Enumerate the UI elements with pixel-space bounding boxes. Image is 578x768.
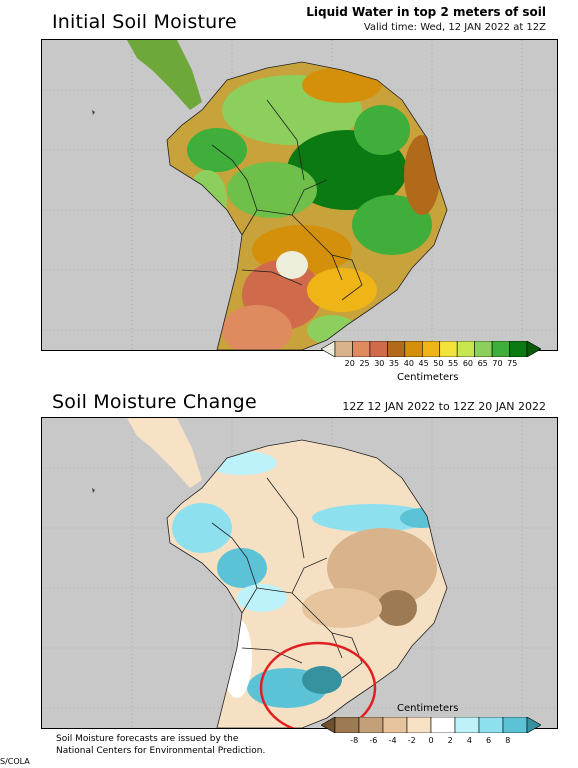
country-borders <box>166 439 448 728</box>
central-america-land <box>127 40 202 110</box>
bottom-colorbar-tick-label: -2 <box>407 736 416 745</box>
central-america-land <box>127 418 202 488</box>
bottom-colorbar-svg <box>320 716 542 734</box>
bottom-colorbar-segment <box>430 716 456 734</box>
bottom-colorbar-tick-label: -8 <box>350 736 359 745</box>
bottom-colorbar-segment <box>334 716 360 734</box>
bottom-colorbar-tick-label: -6 <box>369 736 378 745</box>
top-panel-valid-time: Valid time: Wed, 12 JAN 2022 at 12Z <box>363 22 546 33</box>
top-colorbar-ticks: 20 25 30 35 40 45 50 55 60 65 70 75 <box>321 359 541 371</box>
top-colorbar-segment <box>387 340 406 358</box>
top-colorbar-segment <box>421 340 441 358</box>
top-colorbar-segment <box>369 340 388 358</box>
top-colorbar-svg <box>320 340 542 358</box>
top-colorbar-tick-label: 45 <box>418 359 429 368</box>
bottom-colorbar-tick-label: 8 <box>505 736 511 745</box>
bottom-panel-title: Soil Moisture Change <box>52 391 257 413</box>
top-colorbar-tick-label: 70 <box>492 359 503 368</box>
initial-map-svg <box>42 40 557 350</box>
footer-line-2: National Centers for Environmental Predi… <box>56 746 266 756</box>
top-colorbar-tick-label: 25 <box>359 359 370 368</box>
bottom-colorbar-segment <box>406 716 432 734</box>
bottom-colorbar-tick-label: 0 <box>428 736 434 745</box>
bottom-colorbar-tick-label: -4 <box>388 736 397 745</box>
initial-soil-moisture-map <box>41 39 558 351</box>
bottom-panel-period: 12Z 12 JAN 2022 to 12Z 20 JAN 2022 <box>342 400 546 413</box>
top-colorbar-segment <box>474 340 493 358</box>
top-colorbar-unit: Centimeters <box>397 372 459 383</box>
bottom-colorbar <box>320 716 542 734</box>
bottom-colorbar-arrow-high <box>526 716 542 734</box>
top-colorbar-tick-label: 40 <box>403 359 414 368</box>
bottom-colorbar-tick-label: 4 <box>466 736 472 745</box>
top-colorbar-segment <box>491 340 510 358</box>
top-colorbar-tick-label: 20 <box>344 359 355 368</box>
top-colorbar <box>320 340 542 358</box>
bottom-colorbar-tick-label: 2 <box>447 736 453 745</box>
top-colorbar-tick-label: 35 <box>388 359 400 368</box>
top-colorbar-arrow-low <box>320 340 336 358</box>
country-borders <box>166 61 448 350</box>
bottom-colorbar-arrow-low <box>320 716 336 734</box>
top-colorbar-segment <box>334 340 353 358</box>
top-colorbar-tick-label: 50 <box>433 359 444 368</box>
top-colorbar-tick-label: 55 <box>448 359 459 368</box>
top-colorbar-segment <box>439 340 458 358</box>
footer-credit: S/COLA <box>0 757 30 766</box>
top-colorbar-tick-label: 60 <box>462 359 474 368</box>
top-colorbar-tick-label: 65 <box>477 359 488 368</box>
top-colorbar-tick-label: 75 <box>507 359 518 368</box>
top-colorbar-segment <box>404 340 423 358</box>
top-colorbar-segment <box>456 340 475 358</box>
top-colorbar-arrow-high <box>526 340 542 358</box>
bottom-colorbar-segment <box>478 716 504 734</box>
bottom-colorbar-segment <box>358 716 384 734</box>
top-colorbar-tick-label: 30 <box>374 359 385 368</box>
bottom-colorbar-segment <box>454 716 480 734</box>
change-map-svg <box>42 418 557 728</box>
bottom-colorbar-ticks: -8 -6 -4 -2 0 2 4 6 8 <box>321 736 541 748</box>
highlight-circle <box>259 641 377 728</box>
top-panel-subtitle: Liquid Water in top 2 meters of soil <box>306 5 546 19</box>
galapagos-marker <box>92 110 95 115</box>
galapagos-marker <box>92 488 95 493</box>
bottom-colorbar-segment <box>502 716 528 734</box>
soil-moisture-change-map <box>41 417 558 729</box>
top-colorbar-segment <box>509 340 528 358</box>
bottom-colorbar-tick-label: 6 <box>486 736 492 745</box>
bottom-colorbar-segment <box>382 716 408 734</box>
bottom-colorbar-unit: Centimeters <box>397 703 459 714</box>
top-panel-title: Initial Soil Moisture <box>52 11 237 33</box>
footer-line-1: Soil Moisture forecasts are issued by th… <box>56 734 239 744</box>
top-colorbar-segment <box>352 340 371 358</box>
